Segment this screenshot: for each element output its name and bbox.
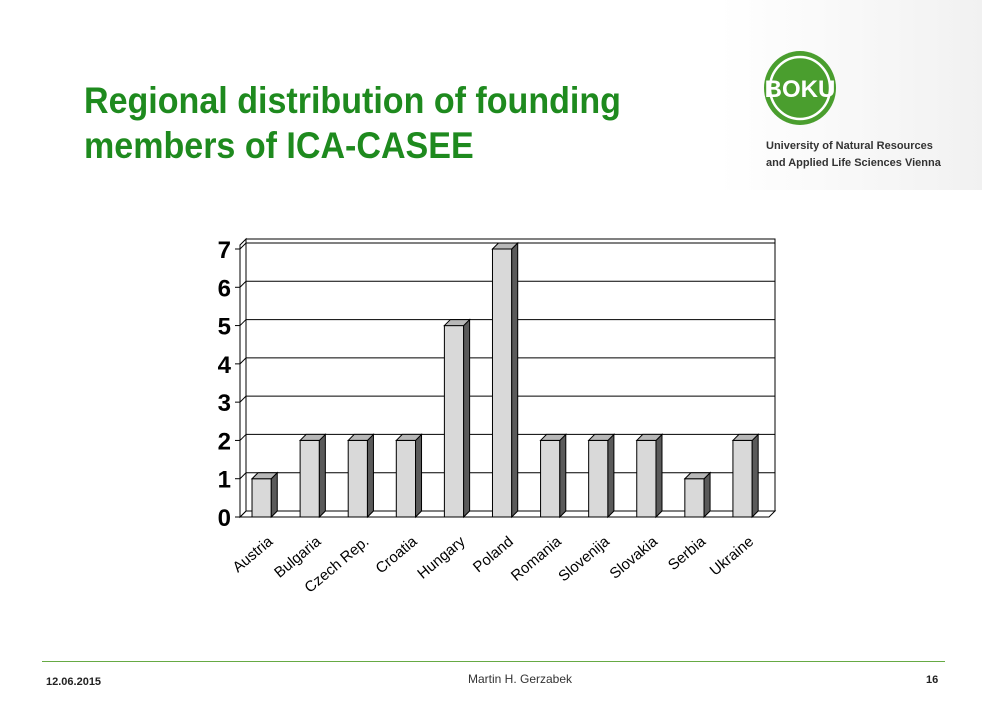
chart-bar [683,471,712,519]
chart-bar-side [607,433,615,519]
chart-x-tick-label: Serbia [665,533,710,574]
chart-x-tick-label: Slovakia [607,533,662,583]
chart-x-tick-label: Hungary [414,533,469,583]
chart-gridline-diagonal [239,357,247,365]
chart-bar-front [588,439,609,518]
chart-x-tick-label: Romania [508,533,565,585]
chart-bar-side [270,471,278,519]
slide-title: Regional distribution of founding member… [84,78,673,168]
chart-bar-top [491,242,519,250]
chart-gridline-diagonal [239,280,247,288]
chart-bar [395,433,423,519]
chart-bar-top [346,433,375,441]
chart-bar-side [366,433,374,519]
chart-gridline-diagonal [239,395,247,403]
chart-bar [346,433,375,519]
page-number: 16 [926,674,939,686]
chart-left-wall [239,237,247,519]
chart-y-tick-label: 0 [218,505,231,532]
chart-bar-side [751,433,759,519]
chart-y-tick-label: 7 [218,237,231,264]
chart-bar [491,241,519,519]
header-background-shade [720,0,982,190]
chart-bar-front [491,248,513,518]
chart-gridline-diagonal [239,242,247,250]
chart-bar-top [587,433,616,441]
chart-bar-side [511,241,519,519]
slide-title-line-2: members of ICA-CASEE [84,125,474,166]
chart-y-tick-label: 6 [218,275,231,302]
chart-bar-front [299,439,320,518]
chart-bar-top [539,433,568,441]
chart-y-tick-label: 2 [218,428,231,455]
chart-gridline-diagonal [239,319,247,326]
chart-bar [443,318,471,519]
chart-bar [539,433,568,519]
chart-bar-front [636,439,657,518]
chart-bar-side [559,433,567,519]
slide-title-line-1: Regional distribution of founding [84,80,621,121]
chart-y-tick-label: 4 [218,352,232,379]
chart-gridline-diagonal [239,472,247,480]
chart-bar-top [250,472,279,480]
svg-text:BOKU: BOKU [765,76,836,103]
chart-bar-front [395,439,417,518]
chart-bar-top [635,433,664,441]
university-line-2: and Applied Life Sciences Vienna [766,157,941,169]
chart-bars [250,241,760,519]
chart-bar-side [655,433,663,519]
chart-bar-front [347,439,368,518]
footer-date: 12.06.2015 [46,676,102,688]
chart-y-tick-label: 3 [218,390,231,417]
chart-bar-front [443,325,465,518]
chart-bar-front [540,439,561,518]
chart-bar-side [703,471,711,519]
chart-bar-top [683,472,712,480]
chart-x-tick-label: Croatia [373,533,421,578]
chart-bar [731,433,760,519]
chart-bar-top [298,433,327,441]
footer-author: Martin H. Gerzabek [468,672,573,686]
chart-bar-front [732,439,753,518]
chart-bar-side [463,318,471,519]
footer-divider [42,661,945,662]
university-name: University of Natural Resources and Appl… [766,138,976,172]
chart-bar [635,433,664,519]
chart-bar-front [684,478,705,518]
chart-bar [250,471,279,519]
chart-x-tick-label: Ukraine [707,533,758,579]
chart-bar [587,433,616,519]
chart-y-tick-label: 1 [218,467,231,494]
chart-x-tick-label: Slovenija [555,533,613,586]
boku-logo: BOKU [764,51,836,125]
chart-bar-side [415,433,423,519]
chart-gridline-diagonal [239,434,247,441]
chart-bar-top [731,433,760,441]
chart-bar-side [318,433,326,519]
chart-x-tick-label: Austria [230,533,277,576]
university-line-1: University of Natural Resources [766,140,933,152]
chart-bar [298,433,327,519]
chart-bar-top [443,319,471,327]
chart-bar-top [395,433,423,441]
chart-bar-front [251,478,272,518]
chart-y-tick-labels: 0 1 2 3 4 5 6 7 [218,237,232,532]
chart-y-tick-label: 5 [218,314,231,341]
